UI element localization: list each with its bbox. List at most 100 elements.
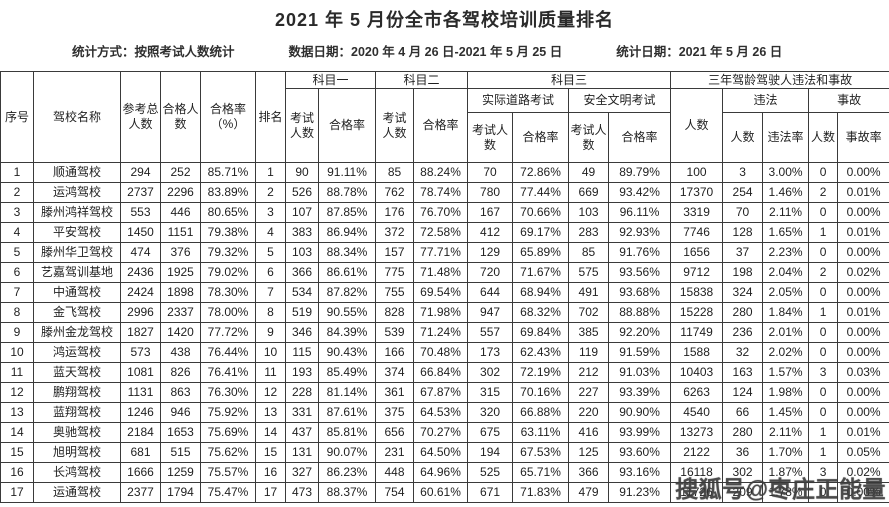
cell: 198 xyxy=(722,262,764,283)
cell: 220 xyxy=(568,402,610,423)
cell: 0.03% xyxy=(837,362,889,383)
header-driver-count: 人数 xyxy=(670,88,724,163)
cell: 89.79% xyxy=(608,162,672,183)
cell: 575 xyxy=(568,262,610,283)
header-subject1: 科目一 xyxy=(284,71,377,89)
cell: 176 xyxy=(375,202,415,223)
cell: 36 xyxy=(722,442,764,463)
cell: 87.82% xyxy=(317,282,377,303)
cell: 77.72% xyxy=(200,322,256,343)
cell: 0 xyxy=(808,342,839,363)
cell: 79.02% xyxy=(200,262,256,283)
cell: 2737 xyxy=(120,182,161,203)
cell: 鹏翔驾校 xyxy=(33,382,121,403)
cell: 金飞驾校 xyxy=(33,302,121,323)
cell: 194 xyxy=(467,442,514,463)
cell: 17370 xyxy=(670,182,724,203)
cell: 运鸿驾校 xyxy=(33,182,121,203)
cell: 491 xyxy=(568,282,610,303)
cell: 77.44% xyxy=(512,182,570,203)
cell: 鸿运驾校 xyxy=(33,342,121,363)
header-road-exam-count: 考试人数 xyxy=(467,112,514,163)
cell: 67.87% xyxy=(413,382,469,403)
cell: 90.90% xyxy=(608,402,672,423)
cell: 76.70% xyxy=(413,202,469,223)
cell: 70.66% xyxy=(512,202,570,223)
cell: 5 xyxy=(0,242,34,263)
cell: 2 xyxy=(255,182,286,203)
header-civilized-exam-count: 考试人数 xyxy=(568,112,610,163)
table-body: 1 顺通驾校 294 252 85.71% 1 90 91.11% 85 88.24% 70 72.8… xyxy=(0,162,889,503)
table-row: 9 滕州金龙驾校 1827 1420 77.72% 9 346 84.39% 539 71.24%… xyxy=(0,322,889,343)
cell: 294 xyxy=(120,162,161,183)
cell: 7 xyxy=(0,282,34,303)
cell: 280 xyxy=(722,302,764,323)
cell: 90.43% xyxy=(317,342,377,363)
cell: 412 xyxy=(467,222,514,243)
cell: 蓝天驾校 xyxy=(33,362,121,383)
cell: 7 xyxy=(255,282,286,303)
cell: 67.53% xyxy=(512,442,570,463)
table-row: 2 运鸿驾校 2737 2296 83.89% 2 526 88.78% 762 78.74% 78… xyxy=(0,182,889,203)
table-row: 10 鸿运驾校 573 438 76.44% 10 115 90.43% 166 70.48% 17… xyxy=(0,342,889,363)
cell: 557 xyxy=(467,322,514,343)
cell: 91.59% xyxy=(608,342,672,363)
header-road-pass-rate: 合格率 xyxy=(512,112,570,163)
cell: 71.24% xyxy=(413,322,469,343)
table-row: 1 顺通驾校 294 252 85.71% 1 90 91.11% 85 88.24% 70 72.8… xyxy=(0,162,889,183)
cell: 2 xyxy=(808,262,839,283)
cell: 863 xyxy=(160,382,201,403)
cell: 228 xyxy=(285,382,319,403)
cell: 525 xyxy=(467,462,514,483)
table-row: 12 鹏翔驾校 1131 863 76.30% 12 228 81.14% 361 67.87% 3… xyxy=(0,382,889,403)
cell: 2.02% xyxy=(762,342,810,363)
cell: 顺通驾校 xyxy=(33,162,121,183)
cell: 315 xyxy=(467,382,514,403)
cell: 0 xyxy=(808,282,839,303)
cell: 1131 xyxy=(120,382,161,403)
cell: 947 xyxy=(467,302,514,323)
cell: 16 xyxy=(255,462,286,483)
cell: 3 xyxy=(722,162,764,183)
cell: 479 xyxy=(568,482,610,503)
cell: 49 xyxy=(568,162,610,183)
cell: 236 xyxy=(722,322,764,343)
cell: 669 xyxy=(568,182,610,203)
table-row: 8 金飞驾校 2996 2337 78.00% 8 519 90.55% 828 71.98% 94… xyxy=(0,302,889,323)
cell: 385 xyxy=(568,322,610,343)
cell: 2377 xyxy=(120,482,161,503)
cell: 0.00% xyxy=(837,242,889,263)
cell: 828 xyxy=(375,302,415,323)
cell: 16118 xyxy=(670,462,724,483)
cell: 448 xyxy=(375,462,415,483)
cell: 346 xyxy=(285,322,319,343)
cell: 1925 xyxy=(160,262,201,283)
table-row: 5 滕州华卫驾校 474 376 79.32% 5 103 88.34% 157 77.71% 12… xyxy=(0,242,889,263)
cell: 438 xyxy=(160,342,201,363)
cell: 15838 xyxy=(670,282,724,303)
cell: 71.83% xyxy=(512,482,570,503)
cell: 0.00% xyxy=(837,482,889,503)
cell: 361 xyxy=(375,382,415,403)
cell: 运通驾校 xyxy=(33,482,121,503)
cell: 艺嘉驾训基地 xyxy=(33,262,121,283)
cell: 79.38% xyxy=(200,222,256,243)
cell: 72.19% xyxy=(512,362,570,383)
cell: 0.00% xyxy=(837,342,889,363)
cell: 69.54% xyxy=(413,282,469,303)
cell: 280 xyxy=(722,422,764,443)
header-violation-rate: 违法率 xyxy=(762,112,810,163)
cell: 193 xyxy=(285,362,319,383)
header-passed-count: 合格人数 xyxy=(160,71,201,163)
cell: 93.99% xyxy=(608,422,672,443)
cell: 1898 xyxy=(160,282,201,303)
cell: 519 xyxy=(285,302,319,323)
header-s1-pass-rate: 合格率 xyxy=(317,88,377,163)
cell: 0.01% xyxy=(837,302,889,323)
cell: 1420 xyxy=(160,322,201,343)
cell: 0.00% xyxy=(837,382,889,403)
table-row: 11 蓝天驾校 1081 826 76.41% 11 193 85.49% 374 66.84% 3… xyxy=(0,362,889,383)
cell: 1.98% xyxy=(762,382,810,403)
cell: 1 xyxy=(0,162,34,183)
cell: 79.32% xyxy=(200,242,256,263)
